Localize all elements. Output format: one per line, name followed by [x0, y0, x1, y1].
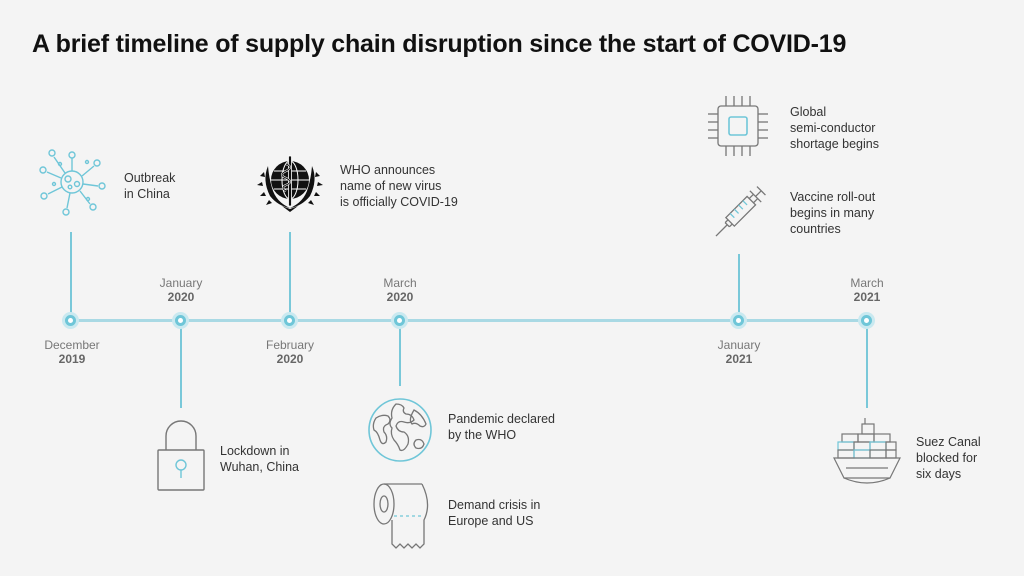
timeline-node-jan-2021	[730, 312, 747, 329]
date-month: January	[159, 276, 203, 290]
date-feb-2020: February 2020	[245, 338, 335, 366]
syringe-icon	[706, 178, 774, 246]
timeline-node-jan-2020	[172, 312, 189, 329]
event-who-name-label: WHO announces name of new virus is offic…	[340, 163, 458, 209]
timeline-node-mar-2021	[858, 312, 875, 329]
event-lockdown-label: Lockdown in Wuhan, China	[220, 444, 299, 474]
date-month: February	[265, 338, 315, 352]
globe-icon	[366, 396, 434, 464]
stem-dec-2019	[70, 232, 72, 320]
stem-mar-2021	[866, 320, 868, 408]
who-emblem-icon	[256, 150, 324, 214]
date-year: 2021	[853, 290, 881, 304]
timeline-node-mar-2020	[391, 312, 408, 329]
date-month: March	[850, 276, 884, 290]
virus-icon	[32, 144, 112, 220]
event-chip-label: Global semi-conductor shortage begins	[790, 105, 879, 151]
timeline-axis	[70, 319, 868, 322]
date-month: December	[44, 338, 100, 352]
date-jan-2021: January 2021	[694, 338, 784, 366]
padlock-icon	[155, 418, 207, 494]
event-demand-label: Demand crisis in Europe and US	[448, 498, 541, 528]
stem-jan-2021	[738, 254, 740, 320]
event-vaccine-label: Vaccine roll-out begins in many countrie…	[790, 190, 876, 236]
date-year: 2021	[725, 352, 753, 366]
date-mar-2021: March 2021	[822, 276, 912, 304]
date-month: March	[383, 276, 417, 290]
date-year: 2020	[276, 352, 304, 366]
stem-feb-2020	[289, 232, 291, 320]
date-mar-2020: March 2020	[355, 276, 445, 304]
date-year: 2020	[167, 290, 195, 304]
microchip-icon	[706, 94, 770, 158]
date-year: 2019	[58, 352, 86, 366]
event-pandemic-label: Pandemic declared by the WHO	[448, 412, 556, 442]
date-dec-2019: December 2019	[27, 338, 117, 366]
event-outbreak-label: Outbreak in China	[124, 171, 176, 201]
page-title: A brief timeline of supply chain disrupt…	[32, 30, 847, 58]
date-jan-2020: January 2020	[136, 276, 226, 304]
stem-mar-2020	[399, 320, 401, 386]
toilet-roll-icon	[370, 482, 432, 552]
date-month: January	[717, 338, 761, 352]
container-ship-icon	[832, 418, 902, 490]
event-suez-label: Suez Canal blocked for six days	[916, 435, 981, 481]
date-year: 2020	[386, 290, 414, 304]
timeline-node-dec-2019	[62, 312, 79, 329]
timeline-node-feb-2020	[281, 312, 298, 329]
stem-jan-2020	[180, 320, 182, 408]
